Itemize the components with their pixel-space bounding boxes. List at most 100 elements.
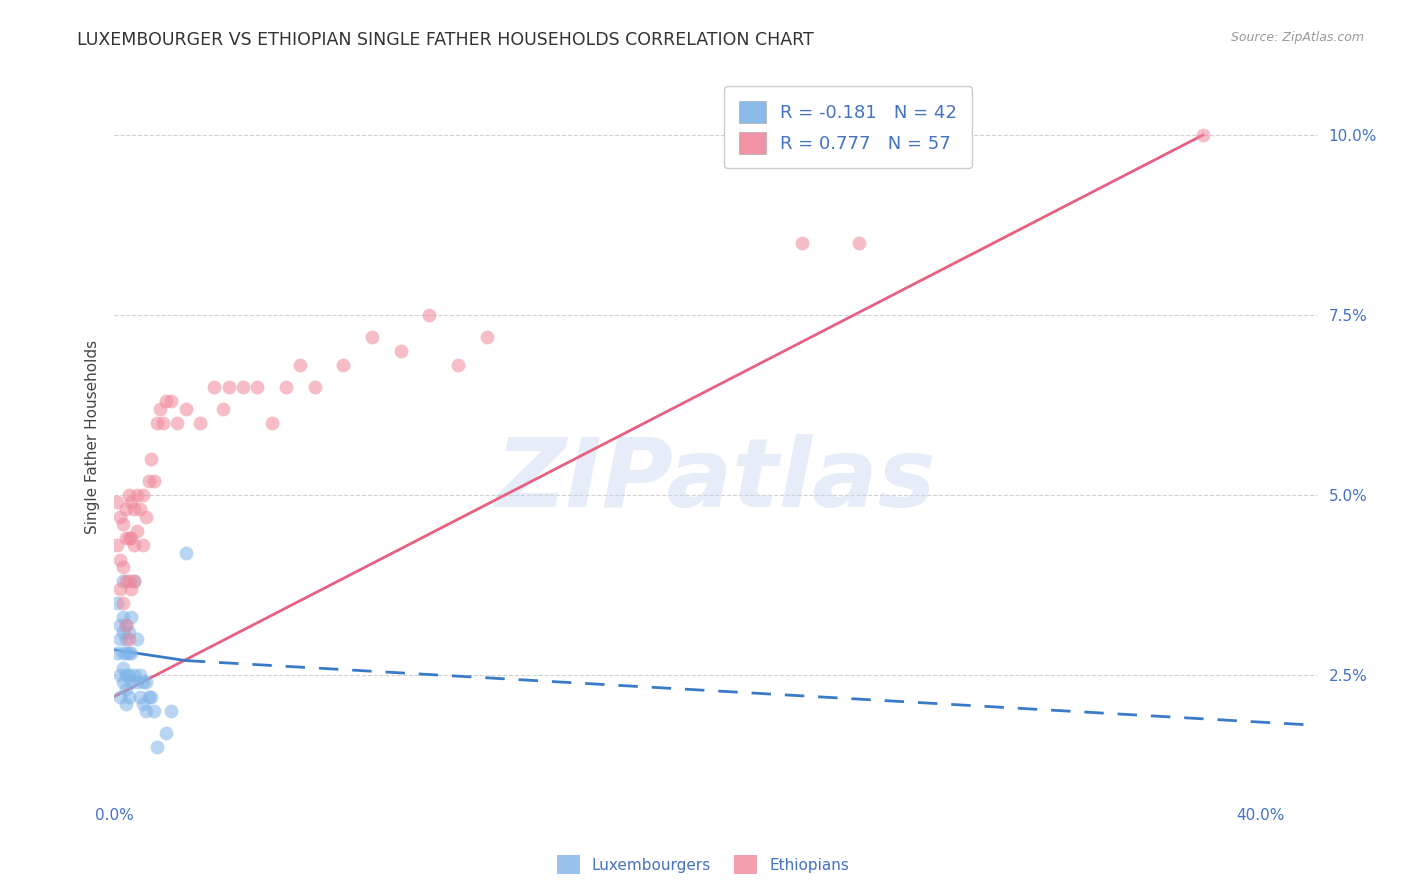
Y-axis label: Single Father Households: Single Father Households [86,341,100,534]
Legend: R = -0.181   N = 42, R = 0.777   N = 57: R = -0.181 N = 42, R = 0.777 N = 57 [724,87,972,169]
Point [232,380,254,394]
Point [114,697,136,711]
Point [132,675,155,690]
Point [114,682,136,697]
Point [204,380,226,394]
Point [155,725,177,739]
Point [418,308,440,322]
Point [122,538,145,552]
Point [108,553,131,567]
Point [105,596,128,610]
Point [790,235,813,250]
Point [135,509,157,524]
Point [122,574,145,589]
Point [149,401,172,416]
Point [127,524,149,538]
Point [218,380,240,394]
Point [120,531,142,545]
Point [475,329,498,343]
Point [146,739,169,754]
Point [108,632,131,646]
Point [111,675,134,690]
Point [146,416,169,430]
Point [117,488,139,502]
Point [132,697,155,711]
Point [114,574,136,589]
Point [174,401,197,416]
Point [114,632,136,646]
Point [120,582,142,596]
Point [117,632,139,646]
Point [141,690,163,704]
Point [138,474,160,488]
Point [174,545,197,559]
Point [111,574,134,589]
Point [246,380,269,394]
Point [129,690,152,704]
Point [111,624,134,639]
Point [108,509,131,524]
Point [117,531,139,545]
Point [848,235,870,250]
Text: Source: ZipAtlas.com: Source: ZipAtlas.com [1230,31,1364,45]
Point [260,416,283,430]
Point [114,617,136,632]
Point [135,675,157,690]
Point [117,668,139,682]
Point [105,646,128,660]
Point [111,596,134,610]
Point [361,329,384,343]
Point [120,495,142,509]
Point [143,704,166,718]
Point [274,380,297,394]
Text: ZIPatlas: ZIPatlas [495,434,936,527]
Point [132,538,155,552]
Point [212,401,235,416]
Point [105,495,128,509]
Point [117,574,139,589]
Point [132,488,155,502]
Point [127,675,149,690]
Point [155,394,177,409]
Point [108,617,131,632]
Point [143,474,166,488]
Point [105,538,128,552]
Point [117,646,139,660]
Point [114,617,136,632]
Point [111,610,134,624]
Point [160,394,183,409]
Point [122,668,145,682]
Text: LUXEMBOURGER VS ETHIOPIAN SINGLE FATHER HOUSEHOLDS CORRELATION CHART: LUXEMBOURGER VS ETHIOPIAN SINGLE FATHER … [77,31,814,49]
Point [188,416,211,430]
Point [122,574,145,589]
Point [122,502,145,516]
Point [127,488,149,502]
Point [135,704,157,718]
Point [120,610,142,624]
Point [114,531,136,545]
Point [108,668,131,682]
Point [166,416,188,430]
Point [129,668,152,682]
Point [160,704,183,718]
Point [389,344,412,359]
Point [111,560,134,574]
Point [1192,128,1215,142]
Point [114,502,136,516]
Point [447,359,470,373]
Point [141,452,163,467]
Point [120,675,142,690]
Point [114,646,136,660]
Point [108,690,131,704]
Point [290,359,312,373]
Point [127,632,149,646]
Point [117,624,139,639]
Point [152,416,174,430]
Point [117,690,139,704]
Point [304,380,326,394]
Point [108,582,131,596]
Point [111,646,134,660]
Point [111,661,134,675]
Point [332,359,354,373]
Point [111,516,134,531]
